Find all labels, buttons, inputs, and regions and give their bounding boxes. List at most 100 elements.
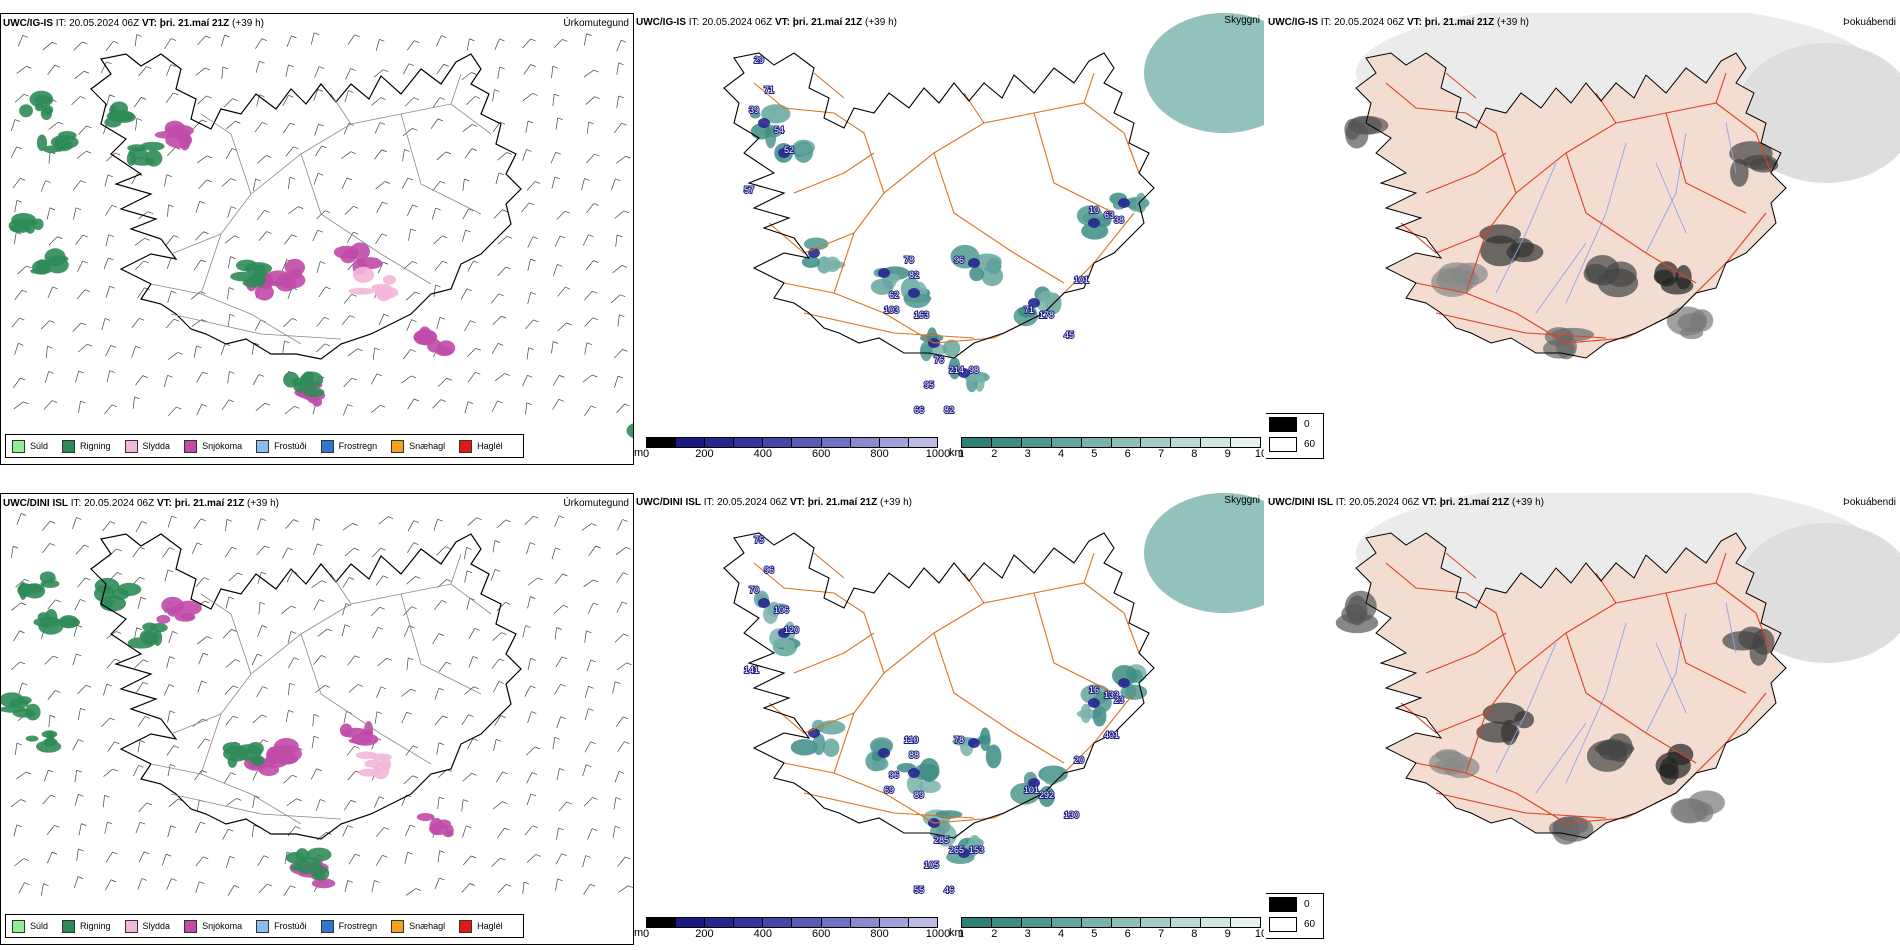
- wind-barb: [611, 294, 621, 304]
- wind-barb: [220, 34, 225, 47]
- cloud-base-area: [958, 368, 970, 378]
- precip-area: [106, 110, 130, 122]
- precip-area: [154, 131, 176, 139]
- wind-barb-flag: [320, 261, 326, 264]
- legend-label: Snjókoma: [202, 441, 243, 451]
- wind-barb-flag: [593, 69, 599, 73]
- wind-barb: [408, 228, 412, 241]
- it-label: IT:: [1335, 497, 1347, 508]
- wind-barb: [433, 235, 443, 245]
- visibility-area: [968, 835, 981, 854]
- legend-item-4: Frostúði: [256, 439, 307, 453]
- colorbar-cell: [850, 438, 880, 447]
- wind-barb-flag: [383, 575, 389, 579]
- wind-barb-flag: [440, 399, 446, 402]
- wind-barb: [101, 717, 111, 727]
- wind-barb: [13, 630, 20, 642]
- wind-barb-flag: [234, 235, 240, 239]
- colorbar-cell: [734, 438, 764, 447]
- wind-barb-flag: [83, 70, 90, 74]
- visibility-area: [1144, 13, 1264, 133]
- model-name: UWC/IG-IS: [1268, 17, 1318, 28]
- wind-barb: [613, 349, 623, 359]
- fog-dark-area: [1680, 326, 1704, 340]
- wind-barb: [406, 40, 415, 51]
- wind-barb: [464, 570, 468, 583]
- wind-barb: [466, 96, 476, 106]
- wind-barb: [556, 768, 560, 781]
- wind-barb: [223, 98, 233, 108]
- wind-barb: [375, 575, 384, 586]
- legend-swatch: [320, 439, 334, 453]
- wind-barb: [586, 203, 595, 214]
- wind-barb: [403, 625, 410, 637]
- wind-barb: [434, 715, 443, 726]
- wind-barb-flag: [168, 684, 175, 687]
- wind-barb-flag: [289, 176, 296, 180]
- wind-barb-flag: [527, 374, 533, 378]
- wind-barb-flag: [446, 579, 452, 582]
- wind-barb: [315, 685, 326, 693]
- wind-barb-flag: [530, 793, 537, 797]
- wind-barb: [374, 711, 378, 724]
- wind-barb: [496, 519, 507, 529]
- precip-area: [39, 571, 56, 584]
- wind-barb: [318, 286, 326, 298]
- cloud-base-label: 96: [954, 255, 964, 265]
- wind-barb-flag: [470, 320, 476, 324]
- wind-barb-flag: [441, 35, 447, 38]
- wind-barb: [617, 314, 620, 327]
- wind-barb-flag: [146, 802, 152, 806]
- wind-barb: [343, 800, 352, 811]
- wind-barb-flag: [200, 291, 206, 294]
- wind-barb-flag: [230, 256, 236, 259]
- wind-barb-flag: [353, 231, 359, 235]
- wind-barb-flag: [266, 231, 272, 234]
- wind-barb-flag: [408, 63, 414, 67]
- wind-barb-flag: [531, 772, 538, 775]
- legend-label: Slydda: [142, 441, 171, 451]
- visibility-area: [972, 253, 1002, 271]
- wind-barb-flag: [620, 294, 626, 298]
- wind-barb-flag: [473, 686, 479, 690]
- wind-barb: [193, 518, 202, 530]
- colorbar-tick-label: 6: [1124, 448, 1131, 460]
- wind-barb-flag: [20, 377, 26, 381]
- wind-barb-flag: [76, 624, 83, 628]
- wind-barb: [462, 124, 473, 132]
- wind-barb-flag: [167, 569, 174, 573]
- wind-barb: [316, 261, 321, 274]
- wind-barb-flag: [230, 772, 236, 776]
- wind-barb-flag: [229, 856, 235, 859]
- wind-barb: [228, 572, 238, 582]
- visibility-area: [803, 237, 829, 251]
- wind-barb-flag: [111, 404, 118, 408]
- wind-barb-flag: [203, 577, 210, 580]
- wind-barb: [134, 34, 138, 47]
- legend-item-5: Frostregn: [320, 439, 377, 453]
- wind-barb: [226, 856, 231, 868]
- wind-barb-flag: [412, 745, 418, 749]
- colorbar-tick-label: 800: [870, 448, 889, 460]
- wind-barb: [527, 577, 538, 586]
- wind-barb-flag: [502, 801, 508, 805]
- legend-label: Súld: [30, 921, 49, 931]
- precip-area: [29, 90, 54, 108]
- wind-barb-flag: [564, 210, 571, 214]
- precip-area: [376, 286, 392, 302]
- wind-barb: [103, 768, 114, 777]
- wind-barb-flag: [382, 261, 389, 265]
- wind-barb-flag: [82, 234, 88, 238]
- wind-barb: [404, 852, 409, 864]
- wind-barb-flag: [202, 371, 208, 375]
- wind-barb: [466, 598, 471, 610]
- wind-barb-flag: [381, 149, 387, 153]
- fog-legend-label: 0: [1304, 898, 1310, 910]
- wind-barb: [164, 38, 172, 49]
- wind-barb-flag: [445, 661, 452, 665]
- wind-barb: [18, 682, 23, 695]
- cloud-base-label: 62: [889, 290, 899, 300]
- wind-barb: [373, 69, 384, 78]
- visibility-area: [969, 266, 984, 282]
- wind-barb: [76, 150, 87, 159]
